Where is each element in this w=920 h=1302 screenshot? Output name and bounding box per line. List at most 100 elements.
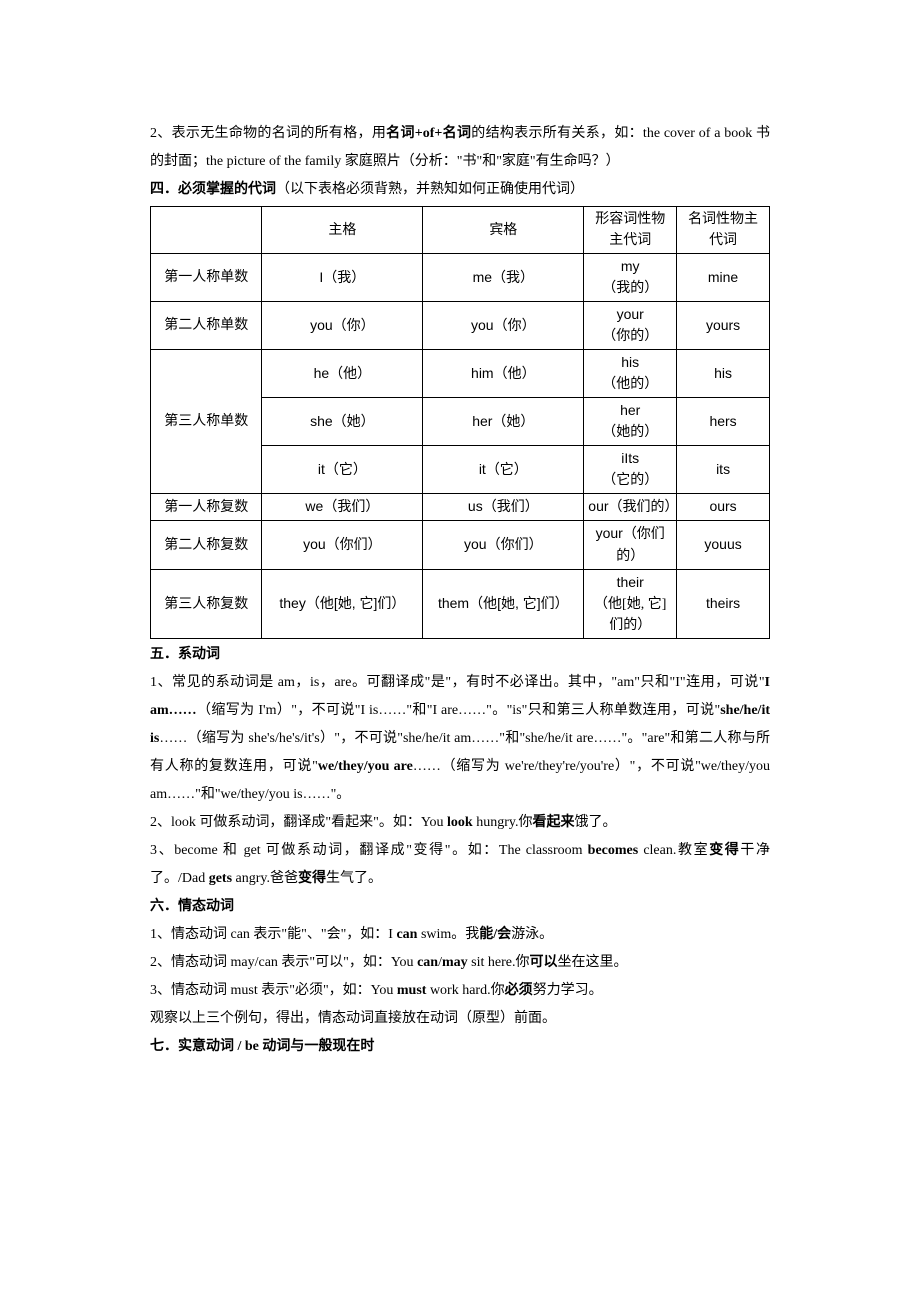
text-bold: look	[447, 815, 473, 830]
table-cell: mine	[677, 254, 770, 302]
text: youus	[704, 536, 741, 552]
text: his	[621, 354, 639, 370]
section-6-p3: 3、情态动词 must 表示"必须"，如：You must work hard.…	[150, 977, 770, 1005]
text: your（你们的）	[596, 525, 665, 563]
table-cell: him（他）	[423, 350, 584, 398]
text: its	[716, 461, 730, 477]
pronoun-table: 主格 宾格 形容词性物主代词 名词性物主代词 第一人称单数 I（我） me（我）…	[150, 206, 770, 639]
text: （他[她, 它]们的）	[594, 597, 666, 633]
text: us（我们）	[468, 498, 539, 514]
table-cell: their（他[她, 它]们的）	[584, 570, 677, 639]
table-row: 第一人称单数 I（我） me（我） my（我的） mine	[151, 254, 770, 302]
table-cell: you（你）	[423, 302, 584, 350]
text: he（他）	[314, 365, 372, 381]
table-cell: she（她）	[262, 398, 423, 446]
section-6-p4: 观察以上三个例句，得出，情态动词直接放在动词（原型）前面。	[150, 1005, 770, 1033]
text: 生气了。	[326, 871, 382, 886]
text: （我的）	[602, 281, 658, 296]
text: sit here.你	[468, 955, 530, 970]
text: 2、表示无生命物的名词的所有格，用	[150, 126, 386, 141]
text: 1、情态动词 can 表示"能"、"会"，如：I	[150, 927, 396, 942]
table-row: 第二人称复数 you（你们） you（你们） your（你们的） youus	[151, 521, 770, 570]
text: his	[714, 365, 732, 381]
table-cell: you（你们）	[423, 521, 584, 570]
table-cell: youus	[677, 521, 770, 570]
text: you（你）	[310, 317, 375, 333]
text: mine	[708, 269, 738, 285]
text: 努力学习。	[533, 983, 603, 998]
text: she（她）	[310, 413, 375, 429]
table-cell: your（你的）	[584, 302, 677, 350]
section-6-heading: 六．情态动词	[150, 893, 770, 921]
text: 3、become 和 get 可做系动词，翻译成"变得"。如：The class…	[150, 843, 588, 858]
text: our（我们的）	[588, 498, 678, 514]
table-cell: 第三人称复数	[151, 570, 262, 639]
text: angry.爸爸	[232, 871, 298, 886]
table-cell: 形容词性物主代词	[584, 207, 677, 254]
table-cell: 第三人称单数	[151, 350, 262, 494]
section-7-heading: 七．实意动词 / be 动词与一般现在时	[150, 1033, 770, 1061]
table-cell: her （她的）	[584, 398, 677, 446]
text: you（你们）	[464, 536, 543, 552]
text: （她的）	[602, 425, 658, 440]
table-cell: he（他）	[262, 350, 423, 398]
text-bold: 必须	[505, 983, 533, 998]
table-cell: his（他的）	[584, 350, 677, 398]
table-cell: 第一人称单数	[151, 254, 262, 302]
table-cell: them（他[她, 它]们）	[423, 570, 584, 639]
table-header-row: 主格 宾格 形容词性物主代词 名词性物主代词	[151, 207, 770, 254]
table-cell: me（我）	[423, 254, 584, 302]
paragraph-intro: 2、表示无生命物的名词的所有格，用名词+of+名词的结构表示所有关系，如：the…	[150, 120, 770, 176]
text: swim。我	[417, 927, 479, 942]
table-cell: my（我的）	[584, 254, 677, 302]
table-cell: 第二人称单数	[151, 302, 262, 350]
text: work hard.你	[426, 983, 504, 998]
table-cell: I（我）	[262, 254, 423, 302]
section-5-p2: 2、look 可做系动词，翻译成"看起来"。如：You look hungry.…	[150, 809, 770, 837]
text: （它的）	[602, 473, 658, 488]
table-row: 第一人称复数 we（我们） us（我们） our（我们的） ours	[151, 494, 770, 521]
text: （缩写为 I'm）"，不可说"I is……"和"I are……"。"is"只和第…	[197, 703, 721, 718]
text: clean.教室	[638, 843, 709, 858]
text: me（我）	[473, 269, 534, 285]
table-cell: us（我们）	[423, 494, 584, 521]
text: it（它）	[479, 461, 528, 477]
text: 2、情态动词 may/can 表示"可以"，如：You	[150, 955, 417, 970]
text-bold: 可以	[529, 955, 557, 970]
table-cell: your（你们的）	[584, 521, 677, 570]
text-bold: gets	[209, 871, 232, 886]
table-row: 第三人称复数 they（他[她, 它]们） them（他[她, 它]们） the…	[151, 570, 770, 639]
text: 游泳。	[511, 927, 553, 942]
section-6-p1: 1、情态动词 can 表示"能"、"会"，如：I can swim。我能/会游泳…	[150, 921, 770, 949]
text: you（你）	[471, 317, 536, 333]
table-cell: you（你）	[262, 302, 423, 350]
text: it（它）	[318, 461, 367, 477]
table-cell: our（我们的）	[584, 494, 677, 521]
section-4-heading: 四．必须掌握的代词（以下表格必须背熟，并熟知如何正确使用代词）	[150, 176, 770, 204]
table-cell: ours	[677, 494, 770, 521]
text: theirs	[706, 595, 740, 611]
table-cell: its	[677, 446, 770, 494]
text-bold: 能/会	[479, 927, 511, 942]
heading-text: 四．必须掌握的代词	[150, 182, 276, 197]
section-5-p3: 3、become 和 get 可做系动词，翻译成"变得"。如：The class…	[150, 837, 770, 893]
text-bold: 看起来	[532, 815, 574, 830]
text: her	[620, 402, 640, 418]
text: yours	[706, 317, 740, 333]
table-cell: it（它）	[423, 446, 584, 494]
text: I（我）	[319, 269, 365, 285]
text: you（你们）	[303, 536, 382, 552]
table-cell: 第二人称复数	[151, 521, 262, 570]
text-bold: may	[442, 955, 468, 970]
text-bold: must	[397, 983, 427, 998]
text-bold: 名词+of+名词	[386, 126, 471, 141]
text: 饿了。	[574, 815, 616, 830]
text-bold: becomes	[588, 843, 639, 858]
table-cell: theirs	[677, 570, 770, 639]
text: 3、情态动词 must 表示"必须"，如：You	[150, 983, 397, 998]
table-row: 第三人称单数 he（他） him（他） his（他的） his	[151, 350, 770, 398]
text: 2、look 可做系动词，翻译成"看起来"。如：You	[150, 815, 447, 830]
table-cell: it（它）	[262, 446, 423, 494]
section-5-heading: 五．系动词	[150, 641, 770, 669]
section-5-p1: 1、常见的系动词是 am，is，are。可翻译成"是"，有时不必译出。其中，"a…	[150, 669, 770, 809]
